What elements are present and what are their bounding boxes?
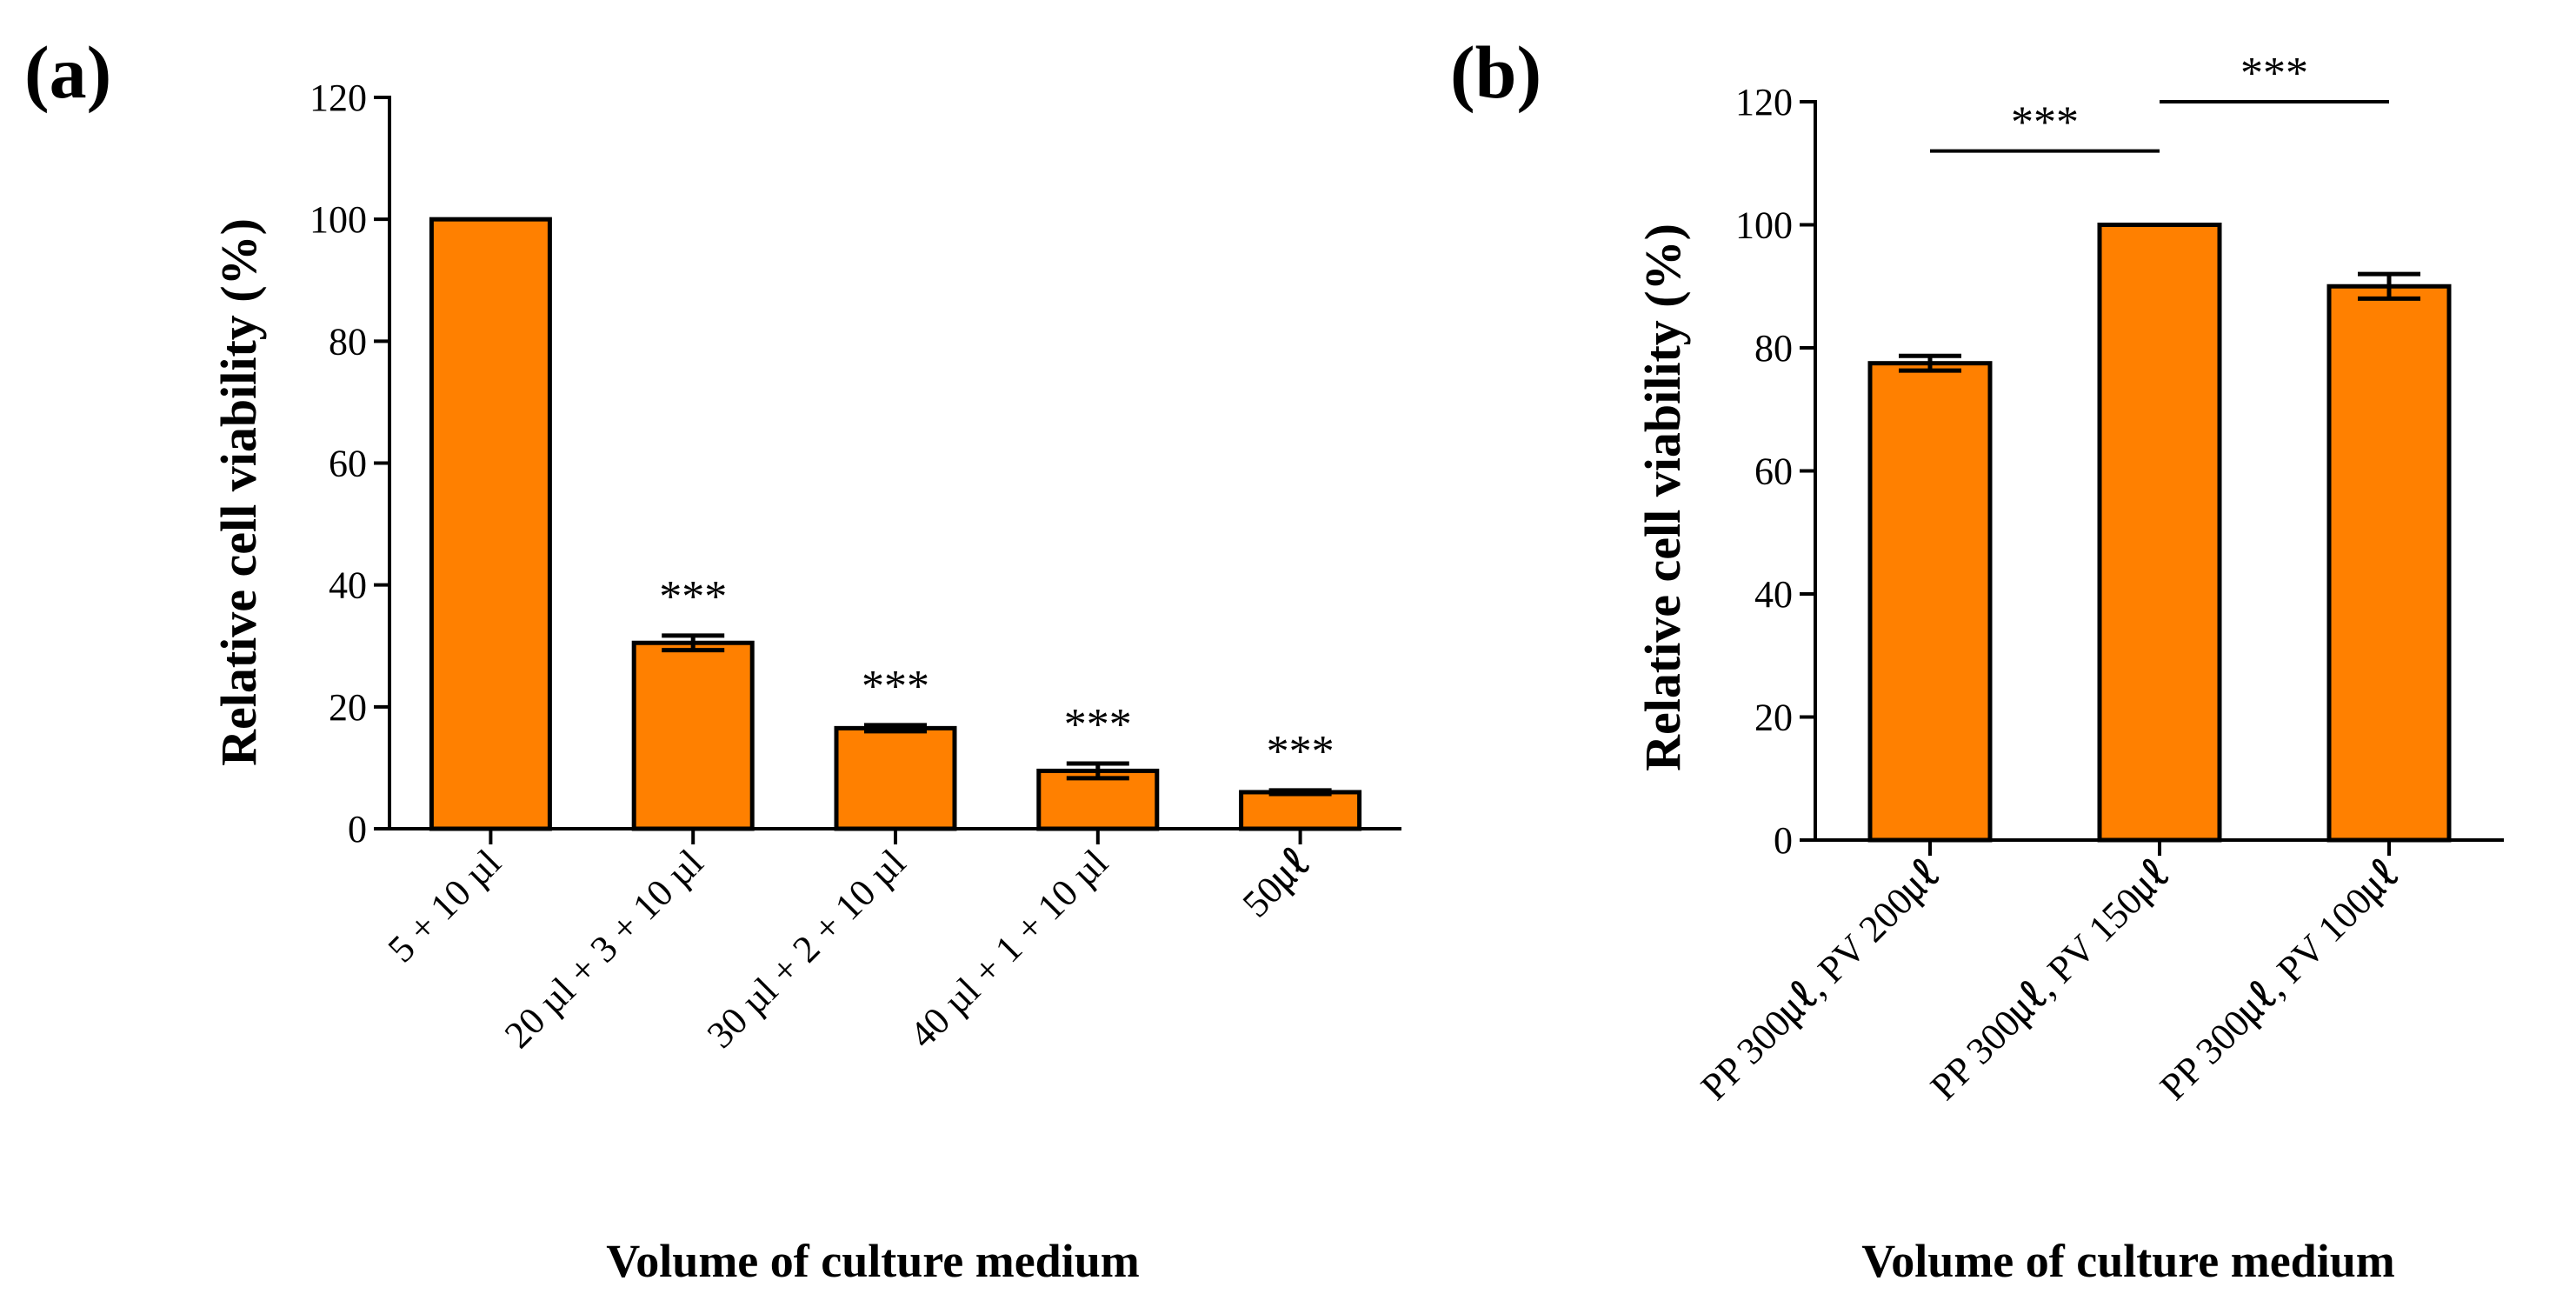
y-tick-label: 60 xyxy=(329,443,367,485)
y-tick-label: 0 xyxy=(1774,819,1793,862)
y-tick-label: 60 xyxy=(1754,450,1793,493)
significance-label: *** xyxy=(1267,727,1335,777)
chart-panel-b: (b) Relative cell viability (%) Volume o… xyxy=(1450,30,2504,1287)
y-tick-label: 120 xyxy=(310,77,367,119)
bar xyxy=(1239,790,1362,831)
y-tick-label: 40 xyxy=(1754,573,1793,616)
y-axis-label-a: Relative cell viability (%) xyxy=(210,218,267,766)
category-label: 40 µl + 1 + 10 µl xyxy=(902,841,1116,1056)
significance-label: *** xyxy=(1064,700,1132,750)
bar xyxy=(429,217,552,831)
category-label: 30 µl + 2 + 10 µl xyxy=(699,841,914,1056)
category-label: 50㎕ xyxy=(1235,841,1319,925)
bar xyxy=(1867,361,1993,843)
x-axis-label-a: Volume of culture medium xyxy=(606,1235,1140,1287)
significance-label: *** xyxy=(2011,98,2079,148)
bar xyxy=(2326,283,2452,843)
y-tick-label: 20 xyxy=(1754,697,1793,739)
category-label: PP 300㎕, PV 200㎕ xyxy=(1693,852,1948,1108)
y-tick-label: 0 xyxy=(348,808,367,850)
significance-label: *** xyxy=(659,572,727,622)
panel-label-a: (a) xyxy=(24,30,111,114)
bar xyxy=(631,640,755,831)
category-label: 5 + 10 µl xyxy=(380,841,509,970)
y-tick-label: 40 xyxy=(329,564,367,607)
chart-panel-a: (a) Relative cell viability (%) Volume o… xyxy=(24,30,1401,1287)
significance-label: *** xyxy=(2240,49,2308,98)
y-tick-label: 20 xyxy=(329,686,367,729)
y-tick-label: 120 xyxy=(1735,81,1793,123)
y-tick-label: 80 xyxy=(329,320,367,363)
significance-label: *** xyxy=(862,662,929,711)
bar xyxy=(2097,223,2222,843)
y-axis-label-b: Relative cell viability (%) xyxy=(1634,223,1691,771)
panel-label-b: (b) xyxy=(1450,30,1541,114)
category-label: PP 300㎕, PV 150㎕ xyxy=(1922,852,2178,1108)
category-label: 20 µl + 3 + 10 µl xyxy=(496,841,711,1056)
y-tick-label: 80 xyxy=(1754,327,1793,370)
x-axis-label-b: Volume of culture medium xyxy=(1861,1235,2395,1287)
category-label: PP 300㎕, PV 100㎕ xyxy=(2152,852,2407,1108)
y-tick-label: 100 xyxy=(1735,204,1793,247)
y-tick-label: 100 xyxy=(310,198,367,241)
bar xyxy=(834,725,957,831)
